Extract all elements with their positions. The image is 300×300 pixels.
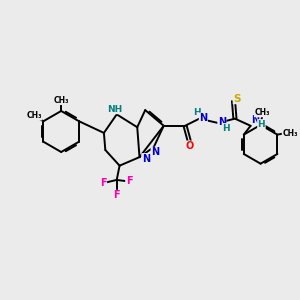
Text: CH₃: CH₃ [282, 129, 298, 138]
Text: H: H [223, 124, 230, 133]
Text: CH₃: CH₃ [254, 108, 270, 117]
Text: F: F [113, 190, 120, 200]
Text: N: N [251, 115, 259, 124]
Text: O: O [185, 141, 194, 151]
Text: F: F [126, 176, 132, 186]
Text: S: S [233, 94, 241, 104]
Text: NH: NH [107, 105, 122, 114]
Text: CH₃: CH₃ [53, 96, 69, 105]
Text: N: N [151, 147, 159, 157]
Text: CH₃: CH₃ [26, 111, 42, 120]
Text: N: N [218, 116, 226, 127]
Text: N: N [142, 154, 150, 164]
Text: N: N [199, 113, 207, 123]
Text: F: F [100, 178, 106, 188]
Text: H: H [193, 108, 201, 117]
Text: H: H [258, 120, 265, 129]
